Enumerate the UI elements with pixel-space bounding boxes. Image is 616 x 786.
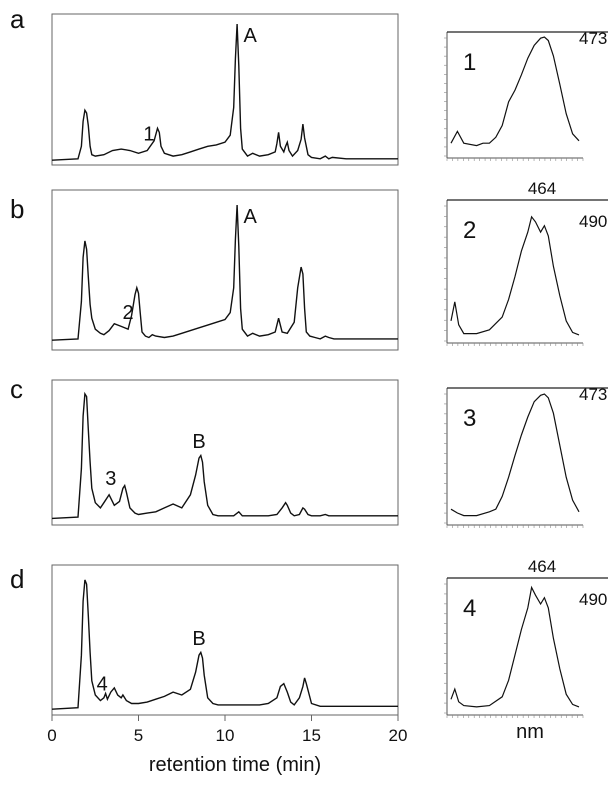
peak-label-4: 4 xyxy=(97,674,108,696)
wavelength-label: 490 xyxy=(579,590,607,609)
panel-letter: b xyxy=(10,194,24,224)
trace-line xyxy=(51,579,398,710)
x-tick-label: 15 xyxy=(302,726,321,745)
panel-frame xyxy=(51,13,399,166)
chromatogram-c: c 3 B xyxy=(10,374,399,526)
spectrum-trace xyxy=(450,585,580,708)
peak-label-A: A xyxy=(243,25,257,47)
spectrum-2: 2 464 490 xyxy=(444,179,608,346)
chromatogram-a: a 1 A xyxy=(10,4,399,166)
spectrum-trace xyxy=(450,215,580,336)
spectrum-3: 3 473 xyxy=(444,385,608,528)
panel-frame xyxy=(51,379,399,526)
spectrum-4: 4 464 490 xyxy=(444,557,608,718)
trace-line xyxy=(51,204,398,341)
peak-label-B: B xyxy=(192,628,205,650)
peak-label-1: 1 xyxy=(143,123,154,145)
x-tick-label: 0 xyxy=(47,726,56,745)
wavelength-label: 473 xyxy=(579,29,607,48)
retention-time-axis: 0 5 10 15 20 xyxy=(47,715,407,745)
trace-line xyxy=(51,391,398,520)
panel-letter: c xyxy=(10,374,23,404)
spectrum-number: 1 xyxy=(463,49,476,76)
spectrum-trace xyxy=(450,36,580,147)
peak-label-A: A xyxy=(243,206,257,228)
wavelength-label: 473 xyxy=(579,385,607,404)
chromatogram-panels: a 1 Ab 2 Ac 3 Bd 4 B xyxy=(10,4,399,716)
spectrum-number: 3 xyxy=(463,405,476,432)
panel-frame xyxy=(51,189,399,351)
peak-label-3: 3 xyxy=(105,468,116,490)
trace-line xyxy=(51,23,398,161)
x-tick-label: 10 xyxy=(216,726,235,745)
wavelength-label: 464 xyxy=(528,179,556,198)
spectrum-1: 1 473 xyxy=(444,29,608,161)
spectrum-trace xyxy=(450,393,580,517)
wavelength-label: 490 xyxy=(579,212,607,231)
wavelength-label: 464 xyxy=(528,557,556,576)
x-axis-label: retention time (min) xyxy=(149,754,321,776)
spectrum-number: 4 xyxy=(463,595,476,622)
panel-letter: d xyxy=(10,564,24,594)
x-tick-label: 5 xyxy=(134,726,143,745)
chromatogram-d: d 4 B xyxy=(10,564,399,716)
spectrum-axis-label: nm xyxy=(516,721,544,743)
spectrum-panels: 1 473 2 464 490 3 473 4 464 490 xyxy=(444,29,608,718)
spectrum-number: 2 xyxy=(463,217,476,244)
peak-label-B: B xyxy=(192,431,205,453)
panel-letter: a xyxy=(10,4,25,34)
x-tick-label: 20 xyxy=(389,726,408,745)
peak-label-2: 2 xyxy=(123,302,134,324)
chromatogram-b: b 2 A xyxy=(10,189,399,351)
